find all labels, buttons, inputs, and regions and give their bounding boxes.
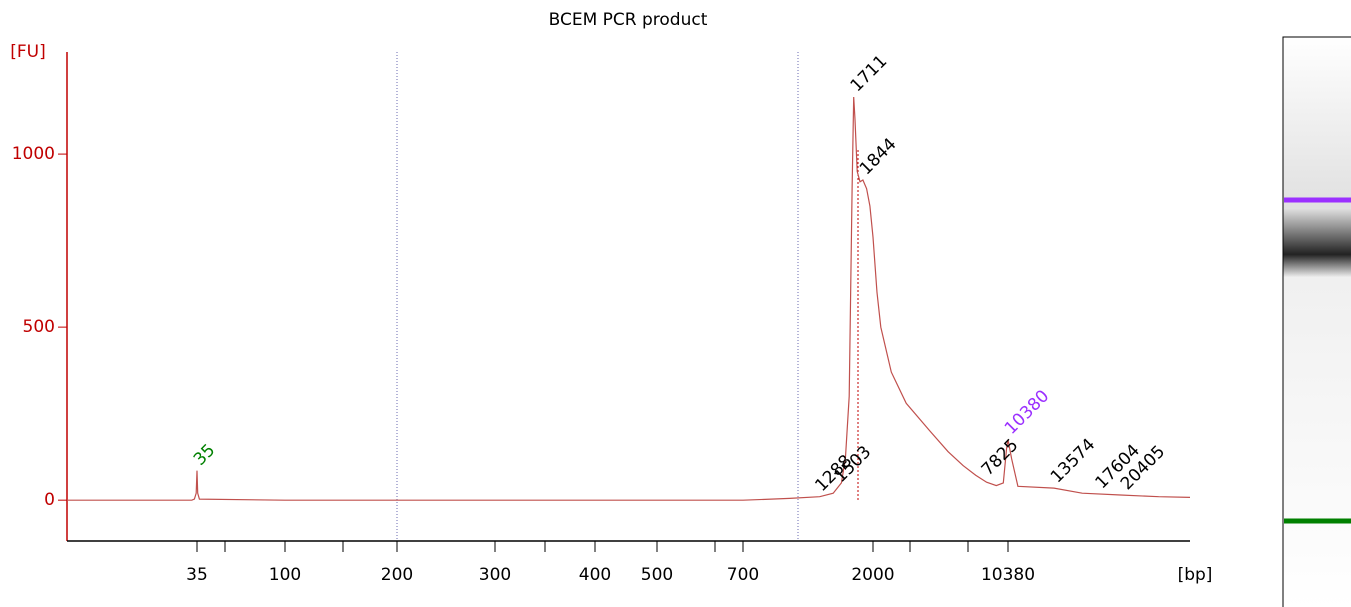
peak-label: 7825 — [978, 435, 1023, 480]
x-tick-label: 2000 — [851, 565, 894, 585]
x-tick-label: 10380 — [981, 565, 1035, 585]
x-tick-label: 100 — [269, 565, 301, 585]
peak-label: 1711 — [847, 51, 892, 96]
chart-title: BCEM PCR product — [549, 10, 708, 30]
x-axis-label: [bp] — [1178, 565, 1213, 585]
gel-lane — [1282, 36, 1351, 607]
peak-label: 35 — [190, 440, 219, 469]
y-axis-label: [FU] — [10, 42, 46, 62]
x-tick-label: 200 — [381, 565, 413, 585]
peak-label: 1844 — [856, 134, 901, 179]
x-tick-label: 700 — [727, 565, 759, 585]
x-tick-label: 300 — [479, 565, 511, 585]
trace — [67, 96, 1191, 501]
y-tick-label: 500 — [23, 317, 55, 337]
peak-label: 10380 — [1001, 386, 1053, 438]
y-tick-label: 0 — [44, 490, 55, 510]
x-tick-label: 35 — [186, 565, 208, 585]
minor-ticks — [224, 541, 969, 552]
x-tick-label: 500 — [641, 565, 673, 585]
x-tick-label: 400 — [579, 565, 611, 585]
y-tick-label: 1000 — [12, 144, 55, 164]
